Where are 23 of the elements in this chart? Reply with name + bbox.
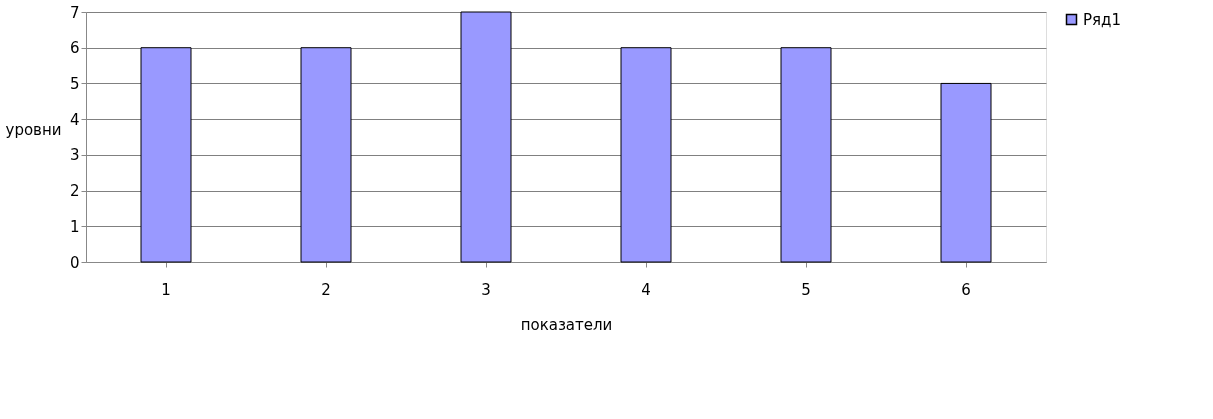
x-tick-label: 5 xyxy=(801,280,811,299)
y-tick-label: 5 xyxy=(69,74,80,93)
y-tick-label: 0 xyxy=(69,253,80,272)
bar xyxy=(620,47,672,263)
legend-label: Ряд1 xyxy=(1083,10,1121,29)
x-tick-label: 3 xyxy=(481,280,491,299)
y-tick-label: 3 xyxy=(69,146,80,165)
bar xyxy=(780,47,832,263)
y-axis-title: уровни xyxy=(5,120,62,139)
y-tick-label: 7 xyxy=(69,3,80,22)
x-axis-title: показатели xyxy=(520,315,613,334)
x-tick-label: 2 xyxy=(321,280,331,299)
x-tick-label: 1 xyxy=(161,280,171,299)
bar xyxy=(140,47,192,263)
bar xyxy=(940,82,992,263)
bar xyxy=(460,11,512,263)
y-tick-label: 2 xyxy=(69,182,80,201)
x-tick-label: 6 xyxy=(961,280,971,299)
y-tick-label: 6 xyxy=(69,39,80,58)
bar xyxy=(300,47,352,263)
x-tick-label: 4 xyxy=(641,280,651,299)
y-tick-label: 1 xyxy=(69,217,80,236)
y-tick-label: 4 xyxy=(69,110,80,129)
